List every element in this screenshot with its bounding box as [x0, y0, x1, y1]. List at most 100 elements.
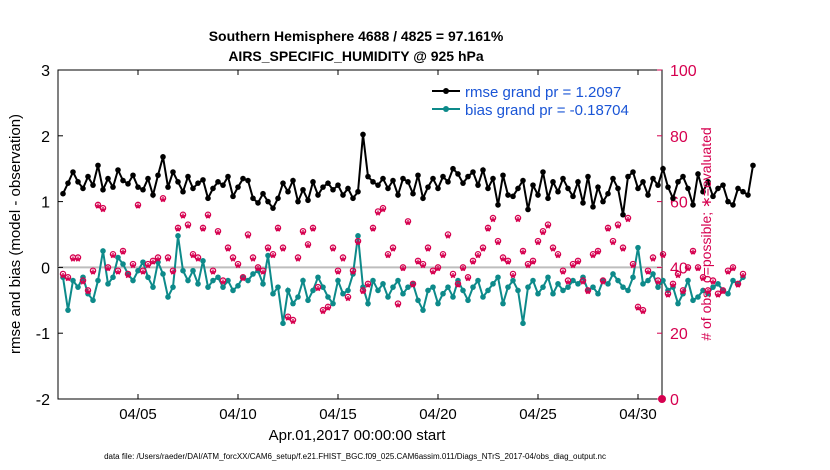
obs-possible-marker [579, 277, 587, 284]
obs-possible-marker [709, 277, 717, 284]
obs-evaluated-marker: * [95, 200, 101, 216]
legend: rmse grand pr = 1.2097 bias grand pr = -… [425, 82, 661, 122]
obs-evaluated-marker: * [585, 286, 591, 302]
right-axis-zero-marker [658, 395, 666, 403]
bias-point [370, 277, 376, 284]
obs-evaluated-marker: * [685, 263, 691, 279]
bias-point [355, 233, 361, 239]
obs-possible-marker [694, 264, 702, 271]
rmse-point [485, 185, 491, 192]
obs-possible-marker [169, 267, 177, 274]
obs-possible-marker [59, 270, 67, 278]
bias-point [220, 284, 226, 290]
obs-evaluated-marker: * [215, 227, 221, 243]
obs-evaluated-marker: * [400, 263, 406, 279]
obs-evaluated-marker: * [570, 259, 576, 275]
rmse-point [375, 182, 381, 188]
bias-point [600, 277, 606, 284]
obs-evaluated-marker: * [725, 266, 731, 282]
rmse-point [415, 172, 421, 179]
rmse-point [265, 198, 271, 205]
obs-possible-marker [129, 260, 137, 268]
obs-possible-marker [494, 237, 502, 245]
obs-evaluated-marker: * [530, 256, 536, 272]
x-tick-label: 04/20 [419, 406, 457, 423]
rmse-point [570, 193, 576, 200]
rmse-point [365, 173, 371, 180]
bias-point [275, 284, 281, 290]
obs-possible-marker [674, 270, 682, 278]
rmse-point [220, 182, 226, 188]
y-right-tick-label: 20 [670, 326, 688, 343]
obs-possible-marker [284, 313, 292, 320]
obs-evaluated-marker: * [710, 276, 716, 292]
obs-possible-marker [549, 244, 557, 251]
rmse-point [355, 188, 361, 195]
obs-possible-marker [274, 224, 282, 232]
rmse-point [185, 173, 191, 180]
obs-evaluated-marker: * [245, 230, 251, 246]
bias-point [515, 287, 521, 294]
obs-evaluated-marker: * [300, 227, 306, 243]
obs-evaluated-marker: * [525, 259, 531, 275]
bias-point [185, 277, 191, 284]
rmse-point [245, 177, 251, 184]
obs-possible-marker [64, 274, 72, 281]
rmse-point [370, 179, 376, 185]
obs-evaluated-marker: * [80, 276, 86, 292]
obs-possible-marker [184, 221, 192, 228]
bias-point [615, 277, 621, 284]
bias-point [70, 277, 76, 284]
bias-point [570, 277, 576, 284]
obs-evaluated-marker: * [140, 266, 146, 282]
obs-possible-marker [539, 227, 547, 235]
rmse-point [690, 202, 696, 208]
obs-evaluated-marker: * [730, 263, 736, 279]
obs-possible-marker [739, 270, 747, 278]
obs-possible-marker [649, 254, 657, 261]
rmse-point [250, 195, 256, 202]
obs-evaluated-marker: * [605, 223, 611, 239]
obs-possible-marker [314, 283, 322, 291]
bias-point [635, 244, 641, 251]
obs-possible-marker [564, 277, 572, 284]
rmse-point [600, 198, 606, 205]
y-right-tick-label: 80 [670, 129, 688, 146]
obs-possible-marker [599, 277, 607, 284]
bias-point [530, 277, 536, 284]
obs-possible-marker [469, 257, 477, 265]
obs-possible-marker [139, 267, 147, 274]
obs-evaluated-marker: * [450, 269, 456, 285]
bias-point [555, 281, 561, 287]
obs-possible-marker [309, 224, 317, 232]
obs-possible-marker [554, 250, 562, 258]
bias-point [590, 284, 596, 290]
obs-evaluated-marker: * [700, 273, 706, 289]
obs-evaluated-marker: * [410, 279, 416, 295]
rmse-point [440, 173, 446, 180]
rmse-point [720, 182, 726, 188]
rmse-point [740, 188, 746, 195]
obs-evaluated-marker: * [70, 253, 76, 269]
obs-possible-marker [294, 254, 302, 261]
obs-possible-marker [99, 204, 107, 212]
obs-possible-marker [534, 237, 542, 245]
rmse-point [450, 165, 456, 172]
bias-point [165, 294, 171, 300]
y-right-tick-label: 40 [670, 260, 688, 277]
obs-evaluated-marker: * [315, 282, 321, 298]
obs-evaluated-marker: * [690, 246, 696, 262]
rmse-point [90, 182, 96, 188]
bias-point [210, 277, 216, 284]
rmse-point [215, 179, 221, 185]
obs-evaluated-marker: * [415, 256, 421, 272]
obs-possible-marker [144, 260, 152, 268]
obs-possible-marker [514, 214, 522, 222]
rmse-point [635, 185, 641, 192]
bias-point [430, 284, 436, 290]
obs-possible-marker [444, 231, 452, 238]
obs-possible-marker [434, 264, 442, 271]
obs-evaluated-marker: * [635, 302, 641, 318]
obs-evaluated-marker: * [220, 276, 226, 292]
